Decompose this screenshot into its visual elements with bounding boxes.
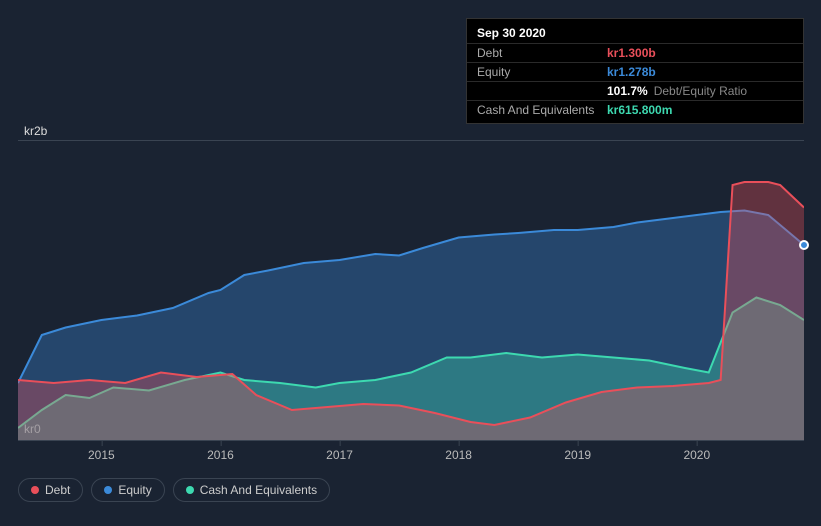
tooltip-row: Debtkr1.300b — [467, 43, 803, 62]
tooltip-row: 101.7% Debt/Equity Ratio — [467, 81, 803, 100]
x-axis-tick-line — [101, 440, 102, 446]
x-axis-tick: 2016 — [207, 448, 234, 462]
tooltip-label — [477, 84, 607, 98]
legend-dot-icon — [186, 486, 194, 494]
x-axis-tick: 2015 — [88, 448, 115, 462]
tooltip-desc: Debt/Equity Ratio — [654, 84, 747, 98]
tooltip-value: kr615.800m — [607, 103, 672, 117]
plot-border-bottom — [18, 440, 804, 441]
tooltip-value: 101.7% — [607, 84, 648, 98]
tooltip-row: Cash And Equivalentskr615.800m — [467, 100, 803, 119]
chart-svg — [18, 140, 804, 440]
legend-label: Equity — [118, 483, 151, 497]
legend-dot-icon — [31, 486, 39, 494]
x-axis-tick: 2019 — [564, 448, 591, 462]
legend-label: Debt — [45, 483, 70, 497]
x-axis-tick: 2018 — [445, 448, 472, 462]
legend-item[interactable]: Debt — [18, 478, 83, 502]
tooltip-label: Equity — [477, 65, 607, 79]
x-axis-tick-line — [459, 440, 460, 446]
x-axis-tick-line — [220, 440, 221, 446]
chart-tooltip: Sep 30 2020 Debtkr1.300bEquitykr1.278b10… — [466, 18, 804, 124]
legend-dot-icon — [104, 486, 112, 494]
x-axis-tick-line — [697, 440, 698, 446]
tooltip-rows: Debtkr1.300bEquitykr1.278b101.7%Debt/Equ… — [467, 43, 803, 119]
legend-item[interactable]: Equity — [91, 478, 164, 502]
data-point-marker — [799, 240, 809, 250]
tooltip-label: Cash And Equivalents — [477, 103, 607, 117]
tooltip-label: Debt — [477, 46, 607, 60]
x-axis-tick-line — [578, 440, 579, 446]
legend-item[interactable]: Cash And Equivalents — [173, 478, 330, 502]
x-axis-tick: 2020 — [683, 448, 710, 462]
chart-legend: Debt Equity Cash And Equivalents — [18, 478, 330, 502]
chart-plot-area[interactable] — [18, 140, 804, 440]
x-axis-tick: 2017 — [326, 448, 353, 462]
tooltip-value: kr1.300b — [607, 46, 656, 60]
tooltip-value: kr1.278b — [607, 65, 656, 79]
tooltip-row: Equitykr1.278b — [467, 62, 803, 81]
legend-label: Cash And Equivalents — [200, 483, 317, 497]
x-axis-tick-line — [340, 440, 341, 446]
y-axis-label: kr2b — [24, 124, 47, 138]
tooltip-date: Sep 30 2020 — [467, 23, 803, 43]
